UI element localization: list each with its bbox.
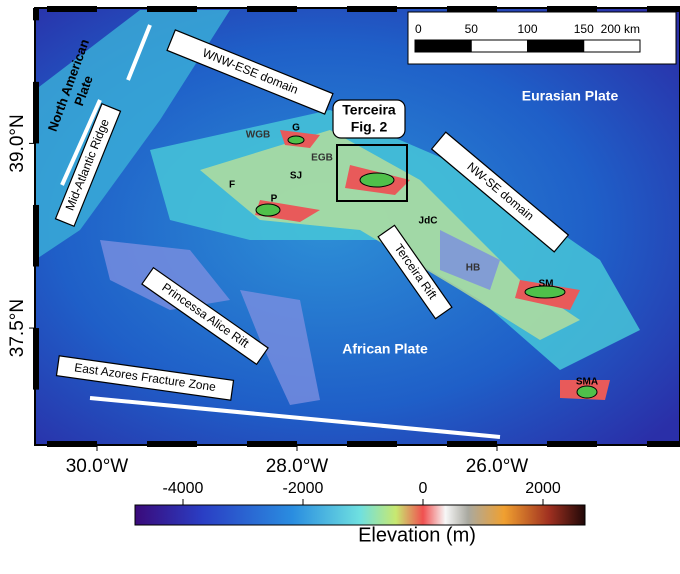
label-box <box>430 131 570 253</box>
scale-segment <box>470 39 528 53</box>
colorbar-label: 0 <box>419 480 428 497</box>
label-box <box>332 99 406 139</box>
colorbar-label: -4000 <box>163 480 204 497</box>
label-box <box>377 224 453 320</box>
label: SM <box>539 279 554 290</box>
label: HB <box>466 263 480 274</box>
lon-label: 28.0°W <box>266 456 329 477</box>
frame-tick <box>547 6 597 12</box>
ridge-axis <box>126 24 152 81</box>
island <box>524 285 566 299</box>
label: P <box>271 194 278 205</box>
label: African Plate <box>342 341 428 357</box>
frame-tick <box>47 6 97 12</box>
label: WGB <box>246 130 270 141</box>
scale-label: 150 <box>574 22 594 36</box>
frame-tick <box>33 204 39 267</box>
label-box <box>141 266 269 366</box>
label: JdC <box>419 216 438 227</box>
frame-tick <box>347 6 397 12</box>
frame-tick <box>47 441 97 447</box>
rift-basins <box>100 230 500 405</box>
fracture-zone <box>89 396 501 439</box>
scale-label: 100 <box>517 22 537 36</box>
scale-label: 200 km <box>601 22 640 36</box>
label: EGB <box>311 153 333 164</box>
label-box <box>55 355 235 401</box>
colorbar-label: 2000 <box>525 480 561 497</box>
frame-tick <box>33 81 39 144</box>
frame-tick <box>647 441 680 447</box>
lon-label: 26.0°W <box>466 456 529 477</box>
label-box <box>166 29 334 115</box>
island <box>576 385 598 399</box>
frame-tick <box>147 441 197 447</box>
lat-label: 39.0°N <box>7 114 28 172</box>
frame-tick <box>33 328 39 390</box>
label: Terceira <box>342 102 396 118</box>
frame-tick <box>647 6 680 12</box>
label: F <box>229 180 235 191</box>
frame-tick <box>247 6 297 12</box>
frame-tick <box>247 441 297 447</box>
label-box <box>54 102 122 228</box>
frame-tick <box>547 441 597 447</box>
scale-segment <box>583 39 641 53</box>
frame-tick <box>447 441 497 447</box>
frame-tick <box>33 8 39 21</box>
island <box>359 172 395 188</box>
study-box <box>336 144 408 202</box>
ridge-axis <box>60 99 102 186</box>
frame-tick <box>347 441 397 447</box>
colorbar-title: Elevation (m) <box>358 524 476 546</box>
scale-label: 0 <box>415 22 422 36</box>
label: Fig. 2 <box>351 119 388 135</box>
scale-label: 50 <box>465 22 479 36</box>
scale-segment <box>527 39 585 53</box>
frame-tick <box>447 6 497 12</box>
label: Eurasian Plate <box>522 88 619 104</box>
island <box>255 203 281 217</box>
colorbar <box>134 504 586 526</box>
scale-segment <box>414 39 472 53</box>
lon-label: 30.0°W <box>66 456 129 477</box>
label: SMA <box>576 377 598 388</box>
island <box>287 135 305 145</box>
label: G <box>292 123 300 134</box>
lat-label: 37.5°N <box>7 299 28 357</box>
label: SJ <box>290 171 302 182</box>
scale-bar-box <box>407 11 677 65</box>
frame-tick <box>147 6 197 12</box>
colorbar-label: -2000 <box>283 480 324 497</box>
